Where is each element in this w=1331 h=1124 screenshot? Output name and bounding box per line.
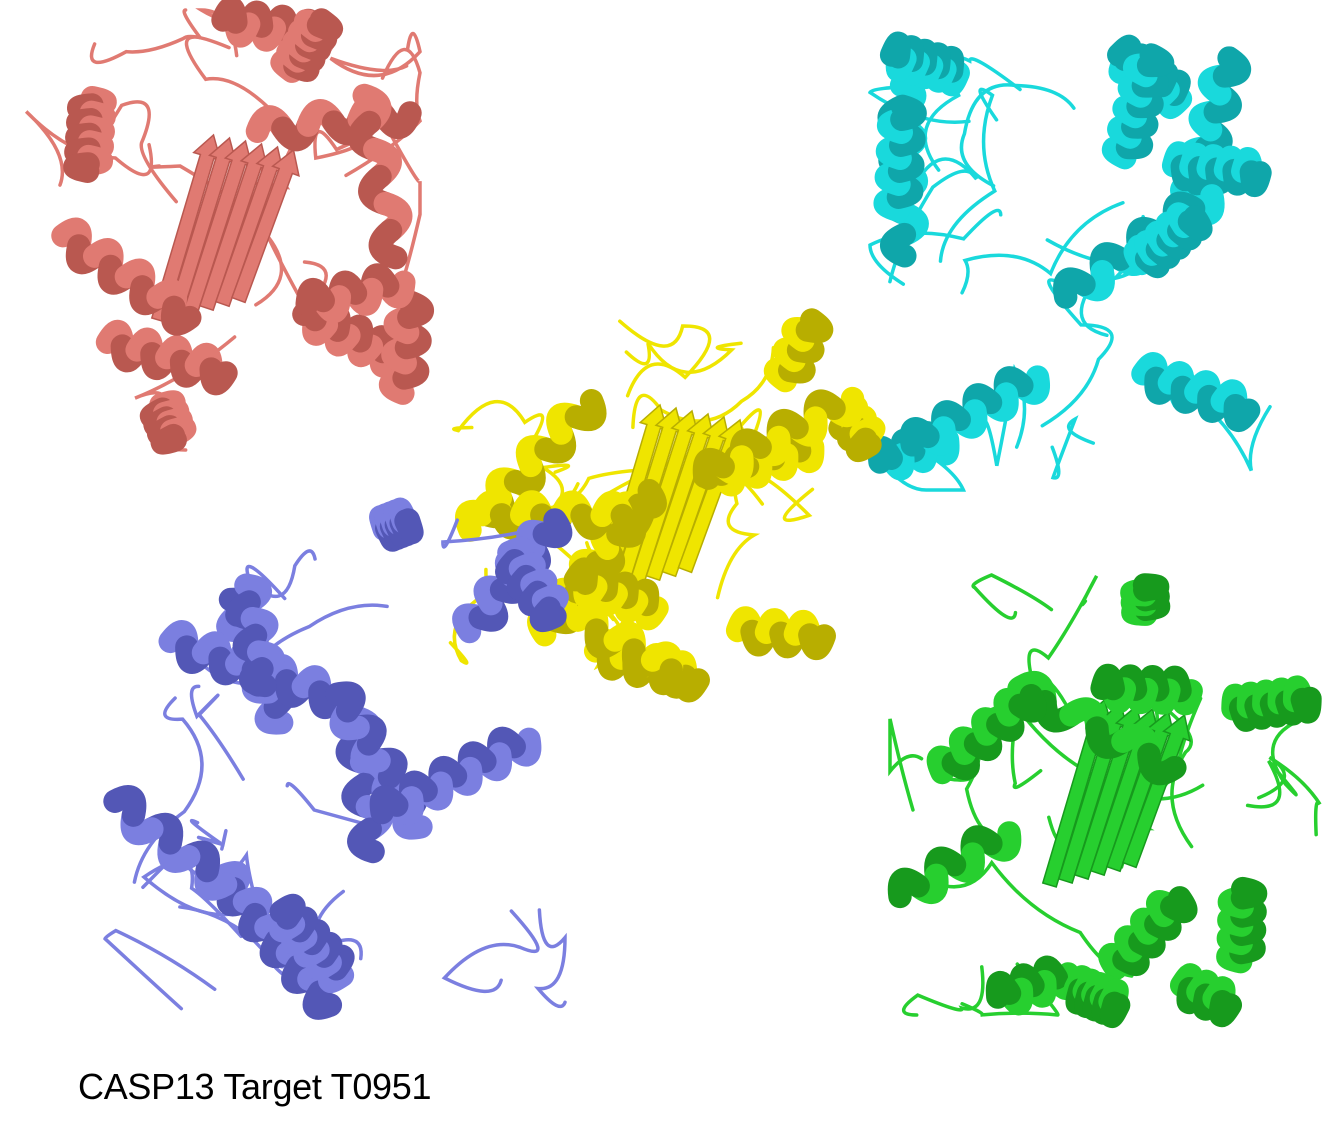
- helix-segment: [725, 606, 836, 661]
- loop-segment: [624, 341, 743, 375]
- loop-segment: [888, 718, 924, 812]
- helix-segment: [63, 85, 117, 183]
- helix-segment: [378, 290, 435, 405]
- loop-segment: [329, 31, 422, 78]
- helix-segment: [692, 386, 865, 489]
- helix-segment: [369, 726, 542, 826]
- helix-segment: [51, 217, 202, 336]
- loop-segment: [245, 549, 317, 601]
- beta-strand: [230, 148, 300, 304]
- helix-segment: [1090, 663, 1203, 716]
- helix-segment: [1169, 963, 1243, 1028]
- loop-segment: [618, 319, 712, 398]
- helix-segment: [563, 557, 669, 631]
- helix-segment: [985, 955, 1081, 1016]
- loop-segment: [132, 696, 204, 884]
- helix-segment: [1161, 141, 1272, 198]
- protein-structure-cyan: [867, 31, 1272, 492]
- loop-segment: [1040, 278, 1114, 428]
- helix-segment: [270, 8, 343, 83]
- helix-segment: [879, 31, 970, 97]
- helix-segment: [1123, 202, 1213, 279]
- loop-segment: [441, 909, 540, 994]
- helix-segment: [269, 894, 355, 993]
- loop-segment: [190, 818, 228, 851]
- helix-segment: [1221, 675, 1322, 732]
- loop-segment: [1256, 755, 1322, 837]
- loop-segment: [901, 965, 985, 1017]
- figure-caption: CASP13 Target T0951: [78, 1066, 432, 1107]
- loop-segment: [254, 236, 328, 312]
- helix-segment: [369, 497, 424, 552]
- helix-segment: [347, 83, 413, 270]
- loop-segment: [960, 201, 1125, 295]
- helix-segment: [1101, 43, 1175, 170]
- protein-structure-green: [887, 573, 1322, 1028]
- loop-segment: [938, 87, 999, 263]
- helix-segment: [899, 365, 1050, 457]
- helix-segment: [1063, 965, 1131, 1028]
- loop-segment: [189, 684, 245, 781]
- helix-segment: [1120, 573, 1171, 626]
- protein-structure-blue: [103, 497, 573, 1020]
- helix-segment: [926, 683, 1047, 785]
- loop-segment: [971, 573, 1054, 620]
- loop-segment: [182, 8, 287, 127]
- helix-segment: [1098, 886, 1198, 980]
- helix-segment: [566, 601, 702, 699]
- helix-segment: [495, 536, 569, 632]
- helix-segment: [1007, 670, 1187, 786]
- helix-segment: [103, 785, 238, 901]
- loop-segment: [1050, 415, 1096, 480]
- helix-segment: [469, 490, 655, 540]
- helix-segment: [763, 308, 834, 393]
- protein-structure-salmon: [24, 0, 435, 455]
- loop-segment: [533, 908, 567, 1009]
- helix-segment: [873, 94, 927, 222]
- beta-strand: [1121, 713, 1191, 869]
- helix-segment: [292, 293, 406, 378]
- loop-segment: [452, 399, 545, 444]
- loop-segment: [959, 83, 1076, 188]
- helix-segment: [1131, 352, 1261, 432]
- helix-segment: [1216, 876, 1268, 974]
- helix-segment: [887, 821, 1022, 909]
- helix-segment: [226, 573, 285, 698]
- loop-segment: [89, 34, 231, 65]
- loop-segment: [103, 928, 217, 1011]
- helix-segment: [295, 263, 416, 324]
- protein-structure-yellow: [448, 308, 886, 703]
- loop-segment: [715, 477, 765, 600]
- helix-segment: [139, 390, 197, 455]
- loop-segment: [1245, 716, 1306, 809]
- loop-segment: [1027, 575, 1099, 687]
- helix-segment: [95, 319, 238, 396]
- loop-segment: [390, 135, 422, 304]
